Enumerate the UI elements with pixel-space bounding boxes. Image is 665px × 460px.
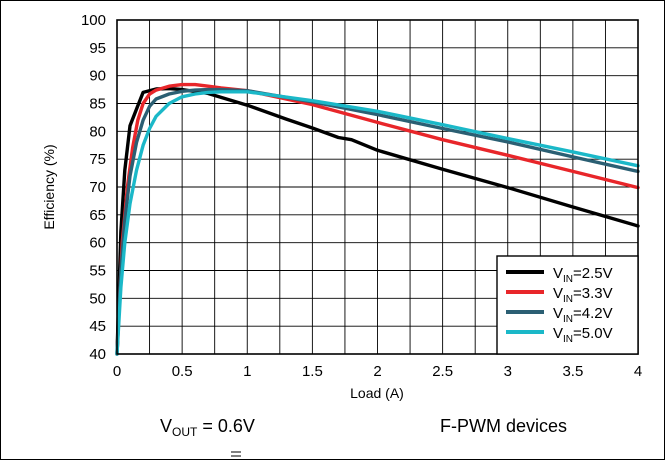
x-tick-label: 0 [113, 363, 121, 380]
vout-value: = 0.6V [197, 416, 255, 436]
series-line-1 [115, 86, 640, 356]
series-line-4 [115, 90, 640, 356]
plot-area-border [116, 19, 639, 355]
y-tick-label: 80 [89, 123, 106, 140]
x-tick-labels: 0 0.5 1 1.5 2 2.5 3 3.5 4 [113, 363, 642, 380]
bottom-crop-marks [231, 451, 241, 457]
vout-annotation: VOUT = 0.6V [160, 416, 255, 439]
y-tick-label: 50 [89, 290, 106, 307]
y-tick-label: 65 [89, 207, 106, 224]
grid-lines [117, 20, 638, 354]
vout-prefix: V [160, 416, 172, 436]
y-tick-label: 90 [89, 68, 106, 85]
x-tick-label: 4 [634, 363, 642, 380]
device-note: F-PWM devices [440, 416, 567, 436]
x-axis-label: Load (A) [350, 385, 404, 401]
y-tick-label: 70 [89, 179, 106, 196]
y-tick-label: 45 [89, 318, 106, 335]
y-tick-label: 55 [89, 263, 106, 280]
y-tick-label: 75 [89, 151, 106, 168]
legend-label-4: VIN=5.0V [553, 325, 613, 345]
x-tick-label: 3.5 [562, 363, 583, 380]
legend-label-1: VIN=2.5V [553, 265, 613, 285]
y-axis-label: Efficiency (%) [41, 144, 57, 229]
series-line-2 [115, 82, 640, 356]
y-tick-label: 60 [89, 235, 106, 252]
vout-subscript: OUT [172, 425, 198, 439]
y-tick-labels: 40 45 50 55 60 65 70 75 80 85 90 95 100 [81, 12, 106, 363]
x-tick-label: 0.5 [172, 363, 193, 380]
series-line-3 [115, 87, 640, 356]
x-tick-label: 1.5 [302, 363, 323, 380]
legend-label-3: VIN=4.2V [553, 305, 613, 325]
legend-label-2: VIN=3.3V [553, 285, 613, 305]
y-tick-label: 85 [89, 96, 106, 113]
x-tick-label: 1 [243, 363, 251, 380]
series-layer [115, 82, 640, 356]
x-tick-label: 3 [504, 363, 512, 380]
x-tick-label: 2.5 [432, 363, 453, 380]
y-tick-label: 95 [89, 40, 106, 57]
y-tick-label: 40 [89, 346, 106, 363]
x-tick-label: 2 [373, 363, 381, 380]
y-tick-label: 100 [81, 12, 106, 29]
